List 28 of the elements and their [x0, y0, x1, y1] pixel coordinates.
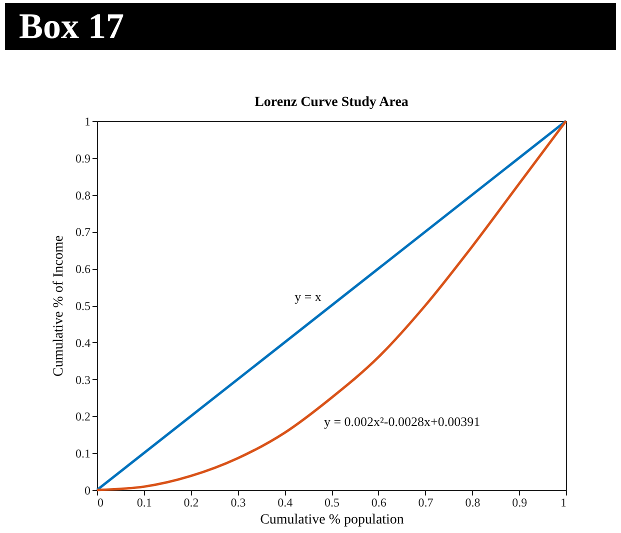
x-tick-label: 0.3	[230, 496, 246, 510]
y-axis-title: Cumulative % of Income	[52, 235, 66, 377]
annotation: y = x	[294, 289, 322, 304]
x-tick-label: 0.9	[512, 496, 528, 510]
y-tick-label: 0.5	[76, 299, 90, 313]
y-tick-label: 0.6	[76, 262, 90, 276]
x-tick-label: 0.7	[418, 496, 434, 510]
x-tick-label: 0.2	[184, 496, 199, 510]
y-tick-label: 0.2	[76, 410, 90, 424]
x-tick-label: 0.5	[324, 496, 340, 510]
y-tick-label: 0	[84, 484, 90, 498]
y-tick-label: 0.3	[76, 372, 90, 387]
y-tick-label: 0.4	[76, 336, 90, 350]
x-tick-label: 0	[98, 496, 104, 510]
x-tick-label: 0.1	[136, 496, 152, 510]
x-tick-label: 0.8	[465, 496, 480, 510]
y-tick-label: 0.8	[76, 188, 90, 202]
y-tick-label: 0.1	[76, 446, 90, 461]
annotation: y = 0.002x²-0.0028x+0.00391	[324, 414, 480, 429]
text: Box 17	[5, 3, 616, 50]
x-axis-title: Cumulative % population	[260, 512, 404, 528]
x-tick-label: 0.6	[371, 496, 386, 510]
y-tick-label: 0.9	[76, 151, 90, 166]
x-tick-label: 0.4	[278, 496, 293, 510]
y-tick-label: 0.7	[76, 225, 90, 240]
x-tick-label: 1	[560, 496, 566, 510]
y-tick-label: 1	[84, 114, 90, 128]
chart-title: Lorenz Curve Study Area	[254, 95, 408, 110]
